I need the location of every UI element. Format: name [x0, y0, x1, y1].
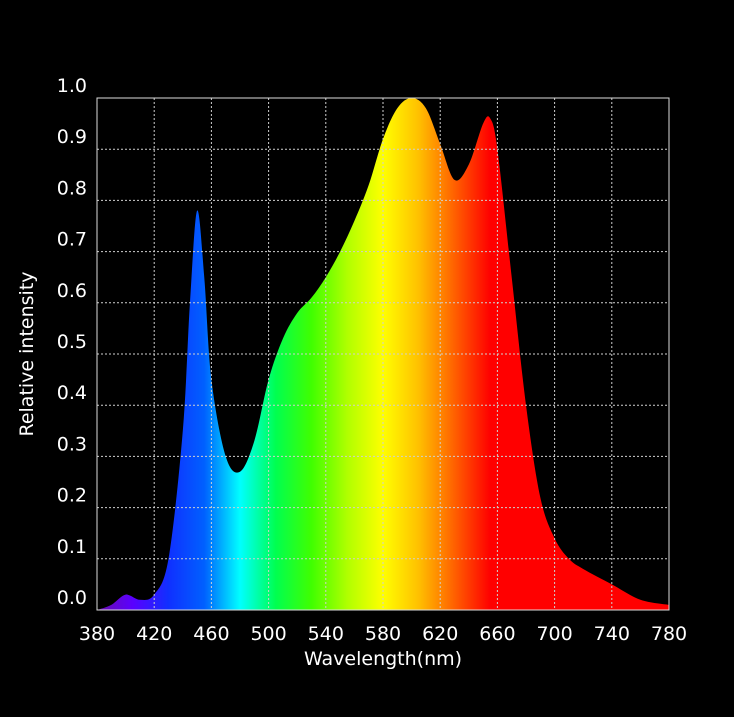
- x-tick-label: 420: [136, 623, 172, 645]
- y-tick-label: 0.2: [57, 485, 87, 507]
- x-tick-label: 740: [594, 623, 630, 645]
- y-tick-label: 0.9: [57, 126, 87, 148]
- x-tick-label: 780: [651, 623, 687, 645]
- y-tick-label: 0.0: [57, 587, 87, 609]
- x-tick-label: 500: [250, 623, 286, 645]
- y-axis-title: Relative intensity: [16, 271, 38, 436]
- x-tick-label: 620: [422, 623, 458, 645]
- y-tick-label: 0.1: [57, 536, 87, 558]
- plot-frame: [96, 97, 670, 611]
- y-tick-label: 0.4: [57, 382, 87, 404]
- y-tick-label: 0.6: [57, 280, 87, 302]
- x-tick-label: 540: [308, 623, 344, 645]
- y-tick-label: 0.3: [57, 433, 87, 455]
- x-axis-title: Wavelength(nm): [304, 648, 462, 670]
- y-tick-label: 0.7: [57, 229, 87, 251]
- x-tick-label: 660: [479, 623, 515, 645]
- x-tick-label: 580: [365, 623, 401, 645]
- y-tick-label: 0.5: [57, 331, 87, 353]
- x-tick-label: 700: [536, 623, 572, 645]
- x-tick-label: 460: [193, 623, 229, 645]
- y-tick-label: 0.8: [57, 177, 87, 199]
- y-tick-label: 1.0: [57, 75, 87, 97]
- x-tick-label: 380: [79, 623, 115, 645]
